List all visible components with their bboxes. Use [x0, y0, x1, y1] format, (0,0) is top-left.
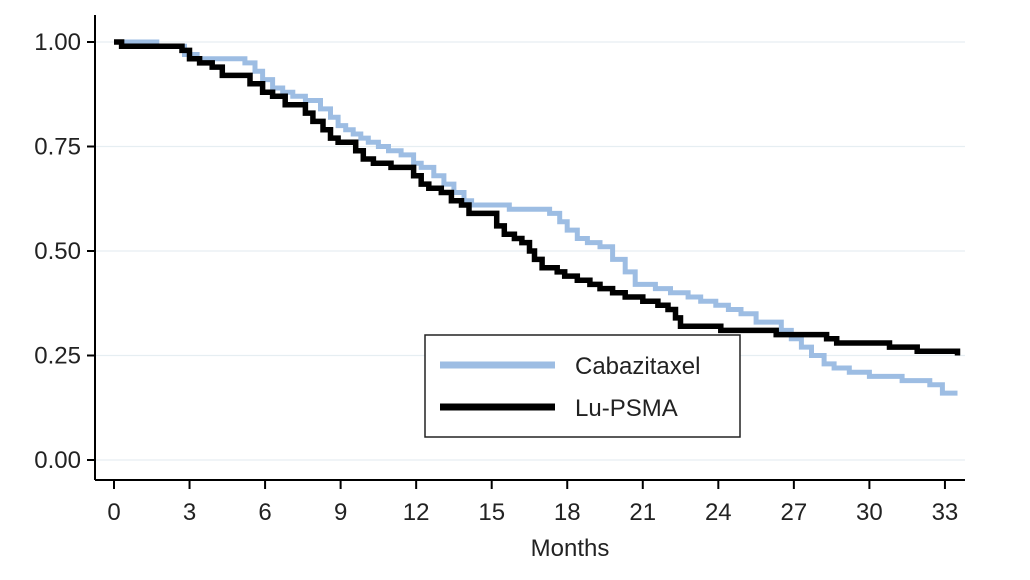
x-axis-ticks: 0 3 6 9 12 15 18 21 24 27 30 33 — [107, 480, 958, 526]
x-tick-label: 33 — [932, 499, 959, 526]
x-tick-label: 30 — [856, 499, 883, 526]
x-tick-label: 21 — [629, 499, 656, 526]
x-tick-label: 9 — [334, 499, 347, 526]
y-tick-label: 1.00 — [34, 29, 81, 56]
x-axis-title: Months — [531, 535, 610, 562]
y-tick-label: 0.50 — [34, 238, 81, 265]
series-line-lu-psma — [114, 39, 961, 356]
x-tick-label: 6 — [258, 499, 271, 526]
legend-label-lu-psma: Lu-PSMA — [575, 395, 678, 422]
series-lines — [114, 39, 961, 396]
x-tick-label: 24 — [705, 499, 732, 526]
x-tick-label: 3 — [183, 499, 196, 526]
y-tick-label: 0.75 — [34, 134, 81, 161]
x-tick-label: 12 — [403, 499, 430, 526]
y-axis-ticks: 0.00 0.25 0.50 0.75 1.00 — [34, 29, 95, 474]
x-tick-label: 27 — [781, 499, 808, 526]
x-tick-label: 0 — [107, 499, 120, 526]
x-tick-label: 18 — [554, 499, 581, 526]
legend-box — [424, 334, 741, 438]
legend: Cabazitaxel Lu-PSMA — [424, 334, 741, 438]
x-tick-label: 15 — [478, 499, 505, 526]
y-tick-label: 0.25 — [34, 343, 81, 370]
legend-label-cabazitaxel: Cabazitaxel — [575, 353, 700, 380]
y-tick-label: 0.00 — [34, 447, 81, 474]
